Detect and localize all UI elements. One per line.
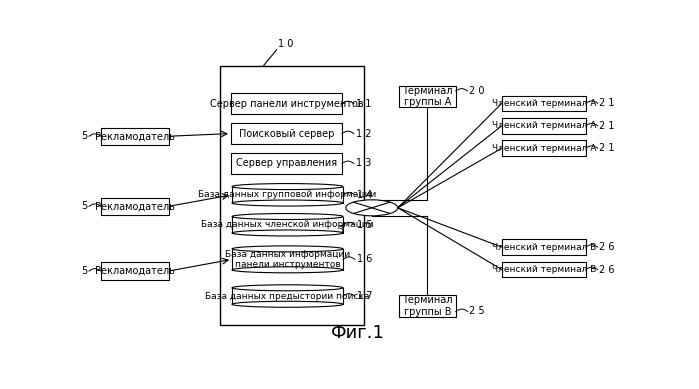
Text: 5: 5 bbox=[81, 131, 87, 141]
Ellipse shape bbox=[346, 200, 398, 216]
Text: Членский терминал А: Членский терминал А bbox=[491, 144, 596, 153]
Text: 1 1: 1 1 bbox=[356, 98, 371, 109]
Text: База данных предыстории поиска: База данных предыстории поиска bbox=[206, 291, 370, 301]
Bar bbox=[502, 118, 586, 133]
Text: Членский терминал А: Членский терминал А bbox=[491, 121, 596, 130]
Ellipse shape bbox=[232, 214, 343, 219]
Text: Членский терминал В: Членский терминал В bbox=[491, 265, 596, 274]
Bar bbox=[101, 262, 168, 280]
Text: 1 2: 1 2 bbox=[356, 128, 371, 138]
Text: 1 7: 1 7 bbox=[356, 291, 372, 301]
Text: 1 6: 1 6 bbox=[356, 254, 372, 265]
Bar bbox=[399, 295, 456, 317]
Bar bbox=[502, 140, 586, 156]
Text: Терминал
группы В: Терминал группы В bbox=[402, 295, 452, 317]
Ellipse shape bbox=[232, 301, 343, 307]
Bar bbox=[101, 198, 168, 215]
Text: Поисковый сервер: Поисковый сервер bbox=[239, 128, 334, 138]
Text: Терминал
группы А: Терминал группы А bbox=[402, 86, 452, 107]
Text: База данных информации
панели инструментов: База данных информации панели инструмент… bbox=[225, 250, 350, 269]
Text: Фиг.1: Фиг.1 bbox=[331, 324, 385, 342]
Text: 5: 5 bbox=[81, 202, 87, 211]
Text: Рекламодатель: Рекламодатель bbox=[95, 131, 175, 141]
Bar bbox=[232, 217, 343, 233]
Text: 5: 5 bbox=[81, 266, 87, 276]
Bar bbox=[231, 153, 342, 174]
Bar bbox=[399, 86, 456, 107]
Text: 2 0: 2 0 bbox=[469, 86, 485, 96]
Text: 2 1: 2 1 bbox=[599, 143, 615, 153]
Text: Членский терминал В: Членский терминал В bbox=[491, 243, 596, 252]
Text: 3: 3 bbox=[338, 225, 343, 235]
Bar bbox=[231, 123, 342, 144]
Text: База данных групповой информации: База данных групповой информации bbox=[199, 190, 377, 199]
Ellipse shape bbox=[232, 230, 343, 236]
Text: 2 1: 2 1 bbox=[599, 98, 615, 108]
Text: Членский терминал А: Членский терминал А bbox=[491, 99, 596, 108]
Ellipse shape bbox=[232, 267, 343, 273]
Text: Рекламодатель: Рекламодатель bbox=[95, 202, 175, 211]
Text: 1 5: 1 5 bbox=[356, 220, 372, 230]
Bar bbox=[232, 187, 343, 203]
Bar bbox=[101, 128, 168, 145]
Text: Сервер панели инструментов: Сервер панели инструментов bbox=[210, 98, 363, 109]
Text: 1 0: 1 0 bbox=[278, 39, 293, 49]
Ellipse shape bbox=[232, 285, 343, 291]
Text: База данных членской информации: База данных членской информации bbox=[201, 220, 374, 229]
Bar bbox=[231, 93, 342, 114]
Bar bbox=[220, 66, 363, 325]
Ellipse shape bbox=[232, 246, 343, 252]
Text: 2 6: 2 6 bbox=[599, 242, 615, 252]
Text: 2 5: 2 5 bbox=[469, 307, 485, 317]
Bar bbox=[232, 249, 343, 270]
Text: 2 6: 2 6 bbox=[599, 265, 615, 275]
Bar bbox=[232, 288, 343, 304]
Text: 2 1: 2 1 bbox=[599, 121, 615, 131]
Ellipse shape bbox=[232, 184, 343, 189]
Bar bbox=[502, 262, 586, 277]
Bar bbox=[502, 96, 586, 111]
Text: 1 3: 1 3 bbox=[356, 158, 371, 168]
Bar bbox=[502, 239, 586, 255]
Text: Сервер управления: Сервер управления bbox=[236, 158, 337, 168]
Text: 1 4: 1 4 bbox=[356, 190, 372, 200]
Ellipse shape bbox=[232, 200, 343, 206]
Text: Рекламодатель: Рекламодатель bbox=[95, 266, 175, 276]
